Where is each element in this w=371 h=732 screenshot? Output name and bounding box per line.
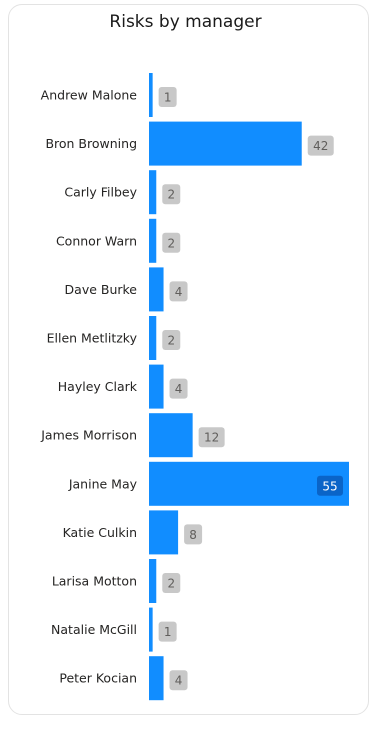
bar-connor-warn[interactable] <box>149 218 157 263</box>
data-label-value: 42 <box>313 139 328 153</box>
bar-james-morrison[interactable] <box>149 413 193 458</box>
data-label-hayley-clark: 4 <box>169 378 188 399</box>
data-label-bg <box>162 184 181 205</box>
data-label-bg <box>198 427 225 448</box>
category-label-andrew-malone: Andrew Malone <box>41 88 138 103</box>
category-label-janine-may: Janine May <box>68 476 138 491</box>
category-label-connor-warn: Connor Warn <box>56 233 137 248</box>
data-label-carly-filbey: 2 <box>162 184 181 205</box>
bar-andrew-malone[interactable] <box>149 73 153 117</box>
bar-ellen-metlitzky[interactable] <box>149 316 157 360</box>
category-label-katie-culkin: Katie Culkin <box>63 525 137 540</box>
data-label-bg <box>307 135 334 156</box>
data-label-connor-warn: 2 <box>162 232 181 253</box>
data-label-bg <box>158 621 177 642</box>
data-label-value: 4 <box>175 285 183 299</box>
data-label-value: 8 <box>189 528 197 542</box>
data-label-value: 2 <box>167 188 175 202</box>
data-label-value: 4 <box>175 382 183 396</box>
data-label-bg <box>162 573 181 593</box>
bar-hayley-clark[interactable] <box>149 364 164 409</box>
data-label-value: 2 <box>167 334 175 348</box>
data-label-value: 4 <box>175 674 183 688</box>
data-label-bg <box>169 670 188 691</box>
bar-natalie-mcgill[interactable] <box>149 607 153 652</box>
data-label-bg <box>184 524 203 545</box>
data-label-andrew-malone: 1 <box>158 87 177 107</box>
data-label-value: 55 <box>322 479 337 493</box>
data-label-bg <box>317 475 343 496</box>
data-label-bron-browning: 42 <box>307 135 334 156</box>
data-label-peter-kocian: 4 <box>169 670 188 691</box>
data-label-james-morrison: 12 <box>198 427 225 448</box>
category-label-hayley-clark: Hayley Clark <box>58 379 138 394</box>
data-label-value: 2 <box>167 577 175 591</box>
bar-dave-burke[interactable] <box>149 267 164 312</box>
data-label-dave-burke: 4 <box>169 281 188 302</box>
data-label-value: 1 <box>164 625 172 639</box>
bar-katie-culkin[interactable] <box>149 510 179 555</box>
data-label-bg <box>162 330 181 350</box>
data-label-value: 12 <box>204 431 219 445</box>
category-label-natalie-mcgill: Natalie McGill <box>51 622 137 637</box>
data-label-natalie-mcgill: 1 <box>158 621 177 642</box>
category-label-peter-kocian: Peter Kocian <box>59 671 137 686</box>
data-label-bg <box>162 232 181 253</box>
bar-bron-browning[interactable] <box>149 121 302 166</box>
category-label-james-morrison: James Morrison <box>40 428 137 443</box>
category-label-carly-filbey: Carly Filbey <box>64 185 137 200</box>
category-label-larisa-motton: Larisa Motton <box>52 574 137 589</box>
data-label-katie-culkin: 8 <box>184 524 203 545</box>
data-label-larisa-motton: 2 <box>162 573 181 593</box>
data-label-bg <box>169 378 188 399</box>
bar-larisa-motton[interactable] <box>149 559 157 603</box>
bar-janine-may[interactable] <box>149 461 349 506</box>
data-label-ellen-metlitzky: 2 <box>162 330 181 350</box>
category-label-ellen-metlitzky: Ellen Metlitzky <box>47 331 138 346</box>
data-label-value: 2 <box>167 236 175 250</box>
chart-title: Risks by manager <box>109 12 262 32</box>
category-label-bron-browning: Bron Browning <box>45 136 137 151</box>
data-label-bg <box>169 281 188 302</box>
data-label-janine-may: 55 <box>317 475 343 496</box>
data-label-value: 1 <box>164 91 172 105</box>
bar-peter-kocian[interactable] <box>149 656 164 701</box>
data-label-bg <box>158 87 177 107</box>
category-label-dave-burke: Dave Burke <box>65 282 138 297</box>
bar-carly-filbey[interactable] <box>149 170 157 215</box>
